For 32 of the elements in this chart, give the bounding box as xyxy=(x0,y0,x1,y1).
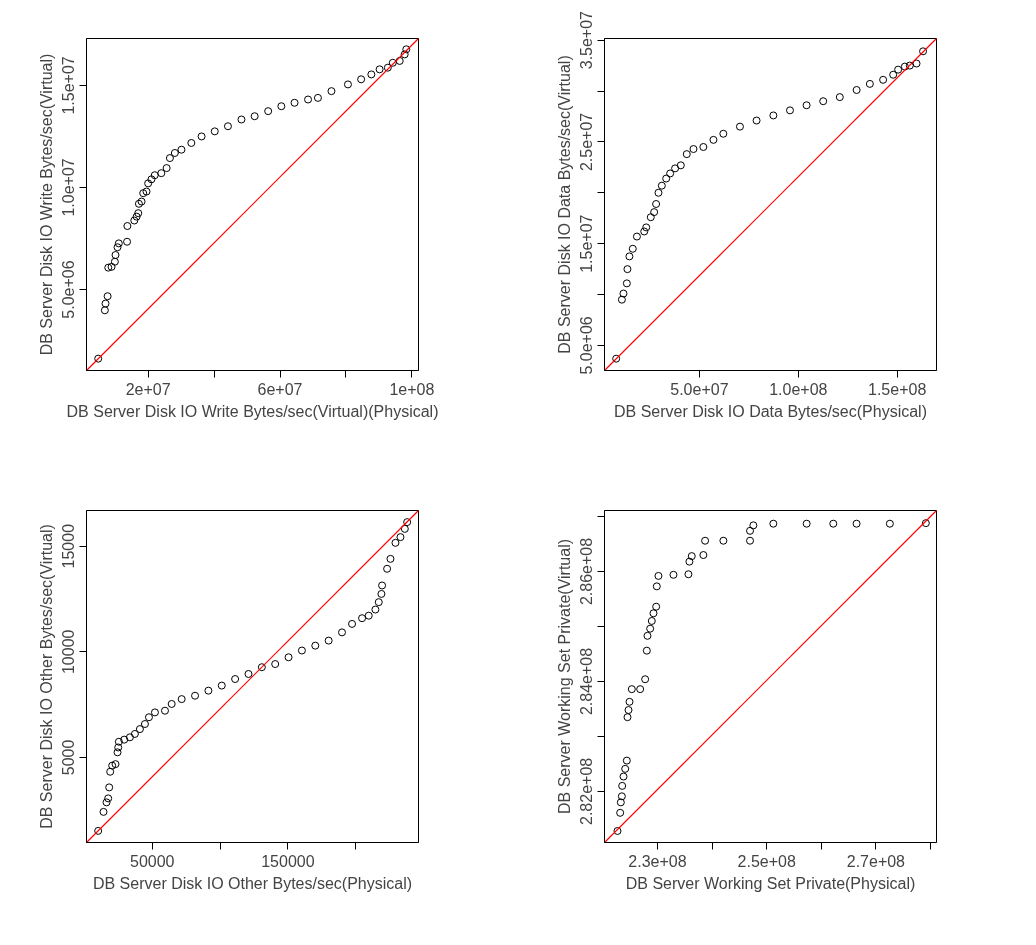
y-tick-label: 2.84e+08 xyxy=(578,647,596,716)
y-axis-title: DB Server Disk IO Write Bytes/sec(Virtual) xyxy=(37,53,55,356)
x-tick-label: 2.5e+08 xyxy=(737,852,796,870)
y-tick-label: 1.5e+07 xyxy=(578,214,596,273)
x-tick-label: 1.0e+08 xyxy=(769,380,828,398)
x-tick-label: 2.3e+08 xyxy=(628,852,687,870)
x-axis-title: DB Server Working Set Private(Physical) xyxy=(625,874,916,892)
x-tick-label: 1.5e+08 xyxy=(868,380,927,398)
x-tick-label: 5.0e+07 xyxy=(670,380,729,398)
y-axis-title: DB Server Disk IO Data Bytes/sec(Virtual) xyxy=(555,55,573,354)
x-tick-label: 1e+08 xyxy=(389,380,435,398)
y-tick-label: 1.5e+07 xyxy=(60,56,78,115)
x-tick-label: 2.7e+08 xyxy=(846,852,906,870)
x-axis-title: DB Server Disk IO Write Bytes/sec(Virtual)(Physical) xyxy=(66,402,439,420)
x-tick-label: 50000 xyxy=(130,852,175,870)
x-axis-title: DB Server Disk IO Other Bytes/sec(Physical) xyxy=(92,874,413,892)
y-tick-label: 1.0e+07 xyxy=(60,158,78,217)
y-tick-label: 15000 xyxy=(60,523,78,569)
y-axis-title: DB Server Disk IO Other Bytes/sec(Virtual) xyxy=(37,524,55,829)
y-tick-label: 2.86e+08 xyxy=(578,537,596,606)
x-tick-label: 2e+07 xyxy=(125,380,171,398)
y-tick-label: 5.0e+06 xyxy=(60,260,78,319)
y-tick-label: 2.5e+07 xyxy=(578,112,596,172)
y-tick-label: 10000 xyxy=(60,629,78,675)
y-tick-label: 5000 xyxy=(60,739,78,776)
y-tick-label: 3.5e+07 xyxy=(578,10,596,70)
x-axis-title: DB Server Disk IO Data Bytes/sec(Physical) xyxy=(614,402,927,420)
y-tick-label: 2.82e+08 xyxy=(578,757,596,825)
x-tick-label: 150000 xyxy=(261,852,315,870)
y-axis-title: DB Server Working Set Private(Virtual) xyxy=(555,538,573,815)
y-tick-label: 5.0e+06 xyxy=(578,316,596,375)
x-tick-label: 6e+07 xyxy=(257,380,303,398)
